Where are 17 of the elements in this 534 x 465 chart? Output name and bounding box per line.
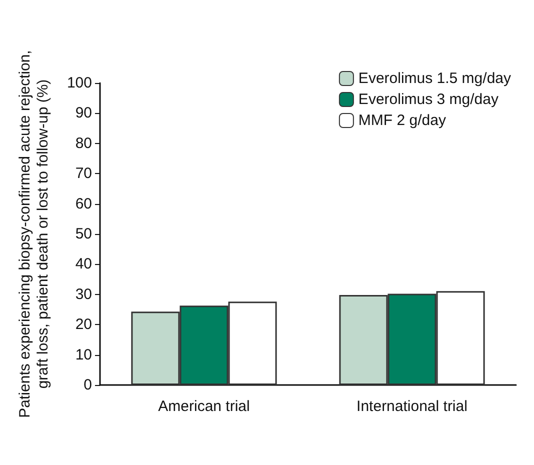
y-tick-label: 90	[75, 104, 92, 122]
y-tick-label: 0	[84, 376, 92, 394]
legend-label: Everolimus 1.5 mg/day	[358, 70, 512, 87]
y-tick-label: 10	[75, 346, 92, 364]
y-tick-label: 20	[75, 316, 92, 334]
y-tick-label: 60	[75, 195, 92, 212]
y-tick-label: 100	[66, 74, 92, 92]
y-tick-label: 30	[75, 286, 92, 303]
y-tick-label: 40	[75, 256, 92, 273]
y-tick-label: 80	[75, 134, 92, 152]
legend-label: MMF 2 g/day	[358, 112, 446, 129]
y-axis-title: Patients experiencing biopsy-confirmed acute rejection, graft loss, patient death or lost to follow-up (%)	[16, 50, 52, 418]
x-tick-label: International trial	[356, 398, 468, 415]
y-tick-label: 50	[75, 226, 92, 242]
legend-label: Everolimus 3 mg/day	[358, 91, 499, 108]
y-tick-label: 70	[75, 165, 92, 182]
x-tick-label: American trial	[158, 398, 250, 415]
